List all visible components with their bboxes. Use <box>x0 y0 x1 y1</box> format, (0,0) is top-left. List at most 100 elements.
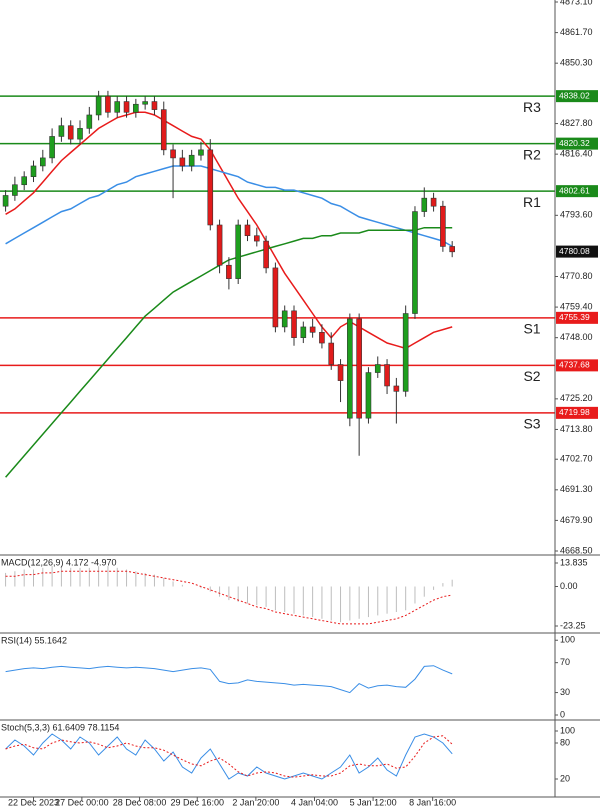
candle-body <box>365 372 372 419</box>
moving-average <box>5 165 453 248</box>
candle-body <box>253 235 260 242</box>
level-value-box <box>556 185 598 198</box>
candle-body <box>207 149 214 226</box>
y-tick-label: 70 <box>560 657 570 667</box>
candle-body <box>216 224 223 266</box>
y-tick-label: 0.00 <box>560 581 578 591</box>
candle-body <box>67 125 74 140</box>
candle-body <box>133 103 139 113</box>
x-tick-label: 22 Dec 2023 <box>8 797 59 807</box>
y-tick-label: 80 <box>560 737 570 747</box>
candle-body <box>272 267 279 328</box>
candle-body <box>430 197 437 207</box>
candle-body <box>151 101 158 110</box>
candle-body <box>393 385 400 392</box>
candle-body <box>188 154 195 167</box>
level-value: 4719.98 <box>559 407 590 417</box>
y-tick-label: -23.25 <box>560 620 586 630</box>
level-value: 4755.39 <box>559 312 590 322</box>
candle-body <box>160 109 167 151</box>
candle-body <box>95 95 102 116</box>
level-name: S1 <box>523 321 540 337</box>
candle-body <box>244 224 251 237</box>
candle-body <box>319 332 325 344</box>
candle-body <box>421 197 428 212</box>
candle-body <box>123 101 130 113</box>
y-tick-label: 4793.60 <box>560 210 593 220</box>
level-name: R1 <box>523 194 541 210</box>
candle-body <box>384 364 390 387</box>
candle-body <box>105 95 111 113</box>
level-name: R2 <box>523 146 541 162</box>
moving-average <box>5 111 453 350</box>
indicator-line <box>5 733 453 780</box>
x-tick-label: 4 Jan 04:00 <box>291 797 338 807</box>
candle-body <box>402 313 409 392</box>
last-price: 4780.08 <box>559 246 590 256</box>
x-tick-label: 2 Jan 20:00 <box>232 797 279 807</box>
y-tick-label: 20 <box>560 773 570 783</box>
level-value: 4820.32 <box>559 138 590 148</box>
y-tick-label: 4668.50 <box>560 545 593 555</box>
x-tick-label: 8 Jan 16:00 <box>409 797 456 807</box>
indicator-title: Stoch(5,3,3) 61.6409 78.1154 <box>1 722 119 732</box>
candle-body <box>291 310 297 338</box>
candle-body <box>30 165 37 177</box>
y-tick-label: 4861.70 <box>560 27 593 37</box>
x-tick-label: 29 Dec 16:00 <box>170 797 224 807</box>
y-tick-label: 4759.40 <box>560 301 593 311</box>
candle-body <box>281 310 288 328</box>
candle-body <box>412 211 418 314</box>
indicator-line <box>5 735 453 778</box>
y-tick-label: 30 <box>560 687 570 697</box>
level-value-box <box>556 406 598 419</box>
candle-body <box>356 318 362 419</box>
level-value-box <box>556 311 598 324</box>
x-tick-label: 28 Dec 08:00 <box>113 797 167 807</box>
y-tick-label: 4850.30 <box>560 58 593 68</box>
y-tick-label: 4679.90 <box>560 515 593 525</box>
candle-body <box>114 101 121 113</box>
level-name: S3 <box>523 416 540 432</box>
candle-body <box>263 240 269 269</box>
level-value: 4802.61 <box>559 185 590 195</box>
candle-body <box>77 128 83 140</box>
y-tick-label: 4713.80 <box>560 424 593 434</box>
candle-body <box>86 114 93 129</box>
candle-body <box>347 318 353 419</box>
candle-body <box>170 149 176 159</box>
indicator-title: RSI(14) 55.1642 <box>1 635 67 645</box>
x-tick-label: 27 Dec 00:00 <box>55 797 109 807</box>
candle-body <box>39 157 46 167</box>
candle-body <box>337 364 344 381</box>
indicator-title: MACD(12,26,9) 4.172 -4.970 <box>1 557 117 567</box>
candle-body <box>309 326 316 333</box>
y-tick-label: 4702.70 <box>560 454 593 464</box>
y-tick-label: 4816.40 <box>560 149 593 159</box>
x-tick-label: 5 Jan 12:00 <box>350 797 397 807</box>
y-tick-label: 4873.10 <box>560 0 593 6</box>
candle-body <box>198 149 204 156</box>
y-tick-label: 4748.00 <box>560 332 593 342</box>
candle-body <box>179 157 186 167</box>
candle-body <box>226 264 232 279</box>
y-tick-label: 100 <box>560 725 575 735</box>
candle-body <box>49 136 55 159</box>
y-tick-label: 4770.80 <box>560 271 593 281</box>
y-tick-label: 13.835 <box>560 557 588 567</box>
level-value: 4737.68 <box>559 360 590 370</box>
level-name: S2 <box>523 368 540 384</box>
candle-body <box>328 342 335 365</box>
candle-body <box>374 364 381 373</box>
candle-body <box>12 184 18 196</box>
level-name: R3 <box>523 99 541 115</box>
level-value-box <box>556 359 598 372</box>
candle-body <box>440 205 446 247</box>
candle-body <box>300 326 307 338</box>
candle-body <box>235 224 241 279</box>
indicator-line <box>5 665 453 694</box>
candle-body <box>142 101 148 105</box>
